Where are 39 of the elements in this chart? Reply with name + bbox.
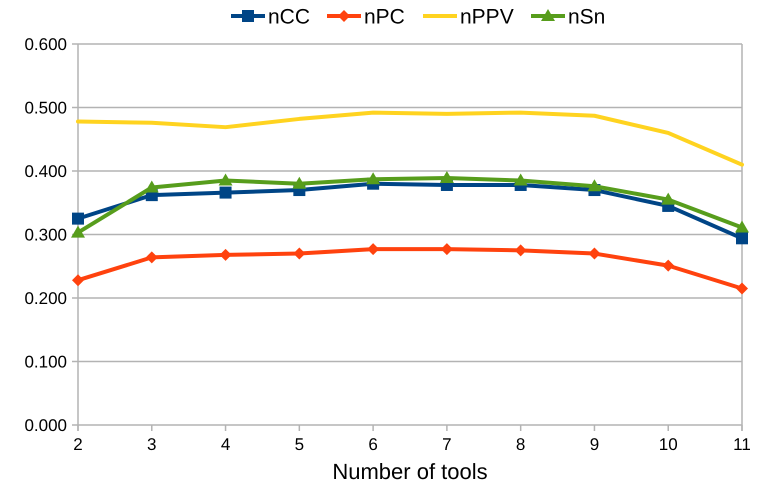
point [220,186,232,199]
point [72,274,84,286]
point [218,174,233,186]
x-tick-label: 3 [147,435,157,454]
point [71,226,85,238]
point [146,251,158,264]
x-tick-label: 4 [220,435,230,454]
point [736,232,748,244]
x-tick-label: 8 [516,435,526,454]
y-tick-label: 0.400 [24,162,67,181]
y-tick-label: 0.500 [24,98,67,118]
point [661,192,676,205]
point [735,220,749,233]
x-axis-title: Number of tools [332,459,488,484]
x-tick-label: 2 [73,435,83,454]
x-tick-label: 11 [733,435,751,454]
x-tick-label: 9 [590,435,600,454]
legend-label: nSn [568,5,606,28]
line-series [76,110,744,167]
y-tick-label: 0.600 [24,34,67,54]
x-tick-label: 5 [294,435,304,454]
point [587,179,602,192]
point [514,174,528,186]
point [292,176,306,189]
x-tick-label: 6 [368,435,378,454]
legend-label: nPC [364,5,405,28]
legend-label: nPPV [460,5,514,28]
y-tick-label: 0.100 [24,352,67,372]
point [736,282,748,294]
y-tick-label: 0.000 [24,416,67,435]
y-tick-label: 0.200 [24,288,67,308]
point [662,260,674,272]
point [440,170,454,183]
x-tick-label: 10 [658,435,678,454]
y-tick-label: 0.300 [24,225,67,244]
legend-label: nCC [268,5,310,28]
x-tick-label: 7 [442,435,452,454]
point [366,172,380,184]
point [72,212,84,225]
